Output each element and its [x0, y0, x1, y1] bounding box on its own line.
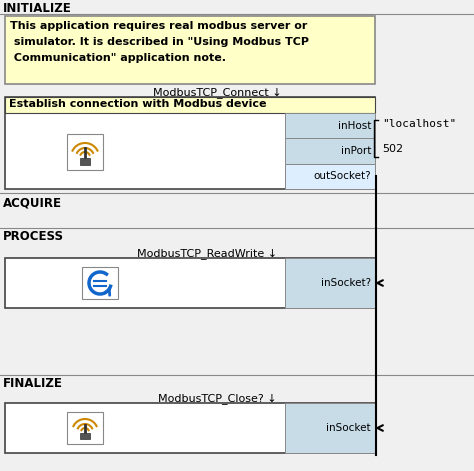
Text: FINALIZE: FINALIZE: [3, 377, 63, 390]
Bar: [285, 403, 375, 453]
Bar: [5, 97, 375, 113]
Bar: [80, 433, 90, 439]
Bar: [5, 97, 375, 189]
Text: outSocket?: outSocket?: [313, 171, 371, 181]
Text: ModbusTCP_ReadWrite ↓: ModbusTCP_ReadWrite ↓: [137, 248, 277, 259]
Bar: [67, 412, 103, 444]
Text: inSocket: inSocket: [327, 423, 371, 433]
Text: Establish connection with Modbus device: Establish connection with Modbus device: [9, 99, 266, 109]
Text: inHost: inHost: [337, 121, 371, 130]
Text: ModbusTCP_Connect ↓: ModbusTCP_Connect ↓: [153, 87, 281, 98]
Text: inPort: inPort: [341, 146, 371, 156]
Text: This application requires real modbus server or: This application requires real modbus se…: [10, 21, 307, 31]
Text: 502: 502: [382, 144, 403, 154]
Bar: [80, 158, 90, 165]
Bar: [82, 267, 118, 299]
Text: ModbusTCP_Close? ↓: ModbusTCP_Close? ↓: [158, 393, 276, 404]
Text: inSocket?: inSocket?: [321, 278, 371, 288]
Bar: [285, 138, 375, 163]
Bar: [285, 163, 375, 189]
Text: PROCESS: PROCESS: [3, 230, 64, 243]
Bar: [5, 258, 375, 308]
Text: Communication" application note.: Communication" application note.: [10, 53, 226, 63]
Text: "localhost": "localhost": [382, 119, 456, 129]
Bar: [67, 134, 103, 170]
Text: INITIALIZE: INITIALIZE: [3, 2, 72, 15]
Text: ACQUIRE: ACQUIRE: [3, 196, 62, 209]
Bar: [5, 16, 375, 84]
Bar: [285, 113, 375, 138]
Bar: [5, 403, 375, 453]
Text: simulator. It is described in "Using Modbus TCP: simulator. It is described in "Using Mod…: [10, 37, 309, 47]
Bar: [285, 258, 375, 308]
